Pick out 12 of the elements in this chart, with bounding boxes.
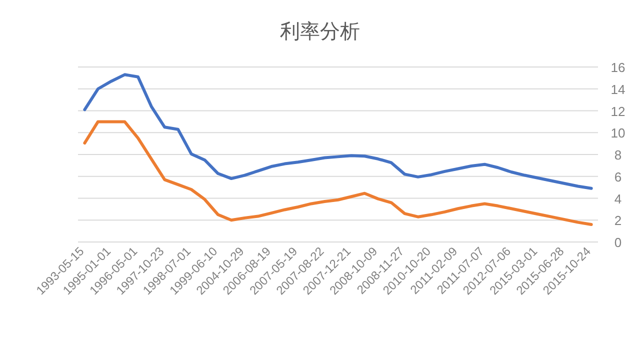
y-tick-label: 0	[614, 235, 622, 250]
chart-title: 利率分析	[280, 21, 360, 43]
y-tick-label: 12	[610, 104, 626, 119]
y-tick-label: 6	[614, 169, 622, 184]
line-series	[83, 120, 593, 226]
y-tick-label: 4	[614, 191, 622, 206]
y-tick-label: 14	[610, 82, 626, 97]
y-tick-label: 2	[614, 213, 622, 228]
line-series	[83, 73, 593, 190]
y-tick-label: 8	[614, 148, 622, 162]
y-tick-label: 16	[610, 60, 626, 75]
y-tick-label: 10	[610, 126, 626, 141]
